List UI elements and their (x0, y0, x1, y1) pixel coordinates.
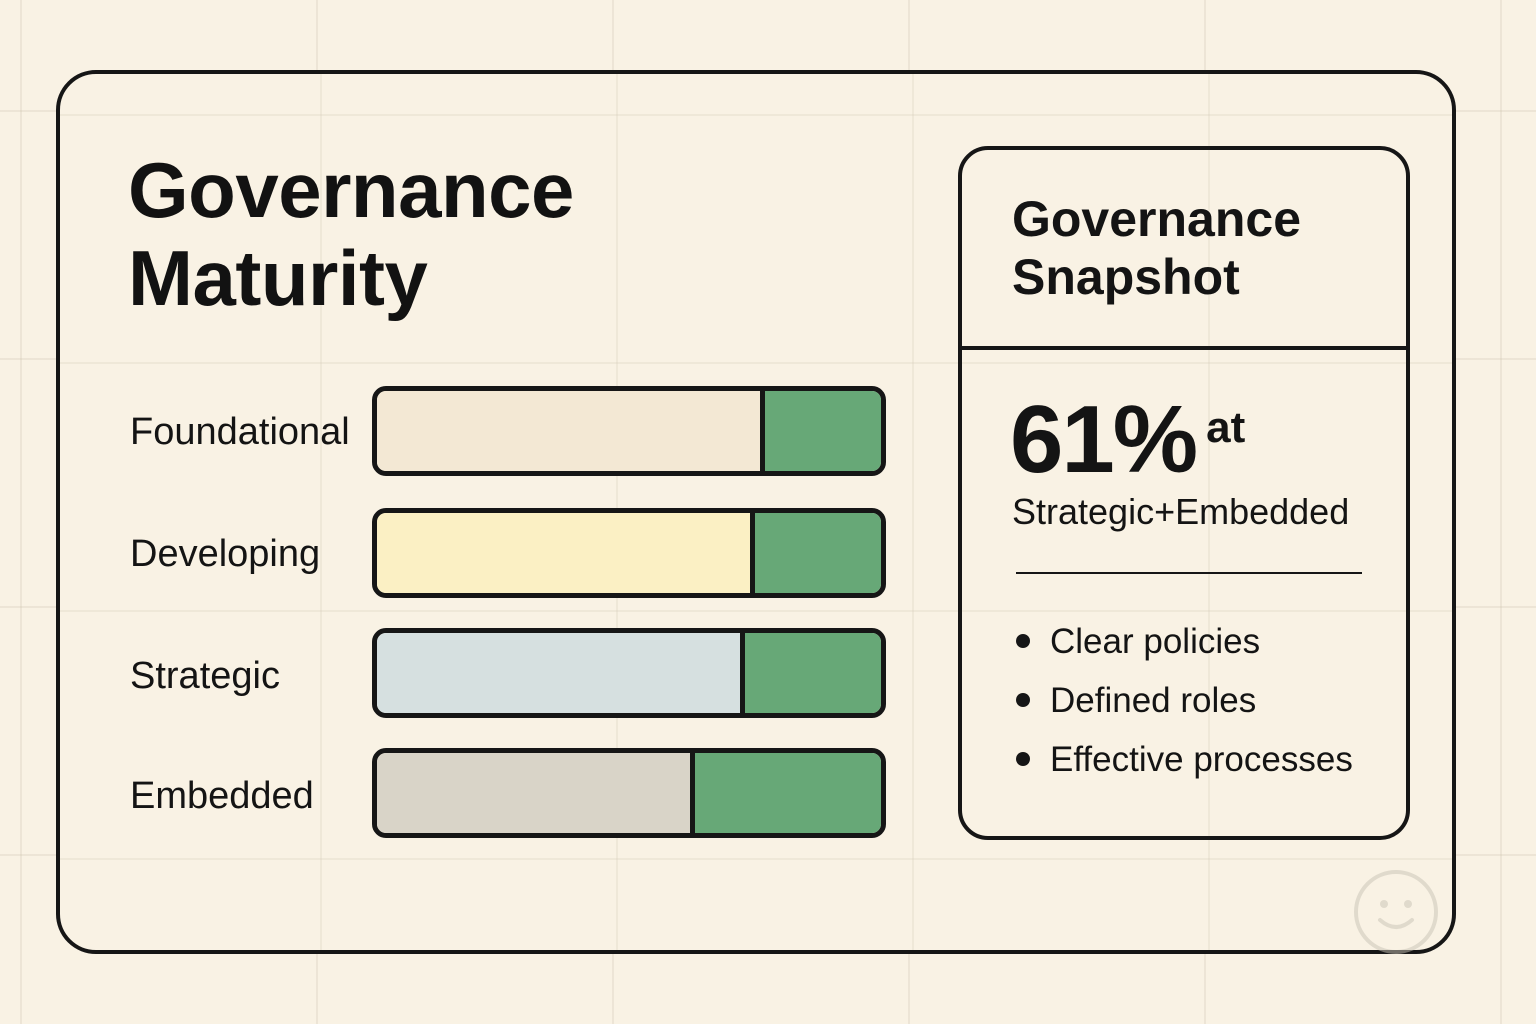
bullet-text: Defined roles (1050, 681, 1257, 720)
bullet-item: Clear policies (1012, 612, 1353, 671)
snapshot-bullet-list: Clear policies Defined roles Effective p… (1012, 612, 1353, 789)
snapshot-title-line-2: Snapshot (1012, 249, 1240, 305)
page-title-line-1: Governance (128, 146, 574, 234)
bar-developing (372, 508, 886, 598)
snapshot-stat: 61% at (1010, 392, 1245, 488)
bar-foundational (372, 386, 886, 476)
bar-label-foundational: Foundational (130, 411, 350, 453)
bar-label-embedded: Embedded (130, 775, 314, 817)
stat-value: 61% (1010, 386, 1198, 493)
bar-base-segment (377, 513, 755, 593)
bar-embedded (372, 748, 886, 838)
bullet-dot-icon (1016, 692, 1030, 707)
bullet-dot-icon (1016, 633, 1030, 648)
bar-accent-segment (760, 391, 881, 471)
page-title-line-2: Maturity (128, 234, 428, 322)
bar-strategic (372, 628, 886, 718)
bullet-item: Defined roles (1012, 671, 1353, 730)
page-title: Governance Maturity (128, 146, 574, 322)
bar-accent-segment (750, 513, 881, 593)
bar-base-segment (377, 391, 765, 471)
snapshot-title: Governance Snapshot (1012, 190, 1301, 306)
bullet-dot-icon (1016, 751, 1030, 766)
bullet-item: Effective processes (1012, 730, 1353, 789)
bullet-text: Clear policies (1050, 622, 1261, 661)
bar-accent-segment (740, 633, 881, 713)
bar-base-segment (377, 633, 745, 713)
snapshot-divider (962, 346, 1406, 350)
bar-label-developing: Developing (130, 533, 321, 575)
bar-label-strategic: Strategic (130, 655, 280, 697)
stat-suffix: at (1206, 403, 1246, 452)
snapshot-panel (958, 146, 1410, 840)
snapshot-title-line-1: Governance (1012, 191, 1302, 247)
bar-accent-segment (690, 753, 881, 833)
snapshot-rule (1016, 572, 1362, 574)
smiley-face-icon (1354, 870, 1438, 954)
bullet-text: Effective processes (1050, 740, 1353, 779)
bar-base-segment (377, 753, 695, 833)
stat-caption: Strategic+Embedded (1012, 491, 1350, 532)
